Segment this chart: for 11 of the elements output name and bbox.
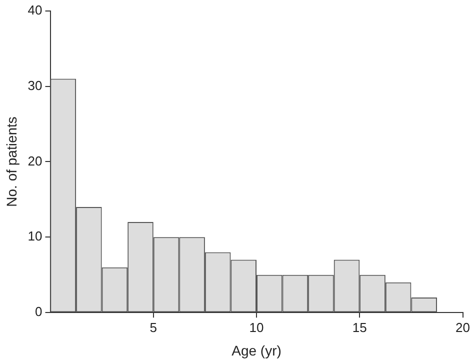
y-tick-label: 30 — [28, 78, 42, 93]
y-tick-label: 40 — [28, 2, 42, 18]
x-axis-title: Age (yr) — [232, 342, 282, 358]
y-tick-label: 0 — [35, 304, 42, 320]
x-tick-label: 5 — [150, 320, 158, 335]
x-tick-label: 15 — [352, 320, 367, 335]
x-tick-label: 10 — [249, 320, 264, 335]
y-tick-label: 10 — [28, 228, 42, 244]
x-tick-label: 20 — [456, 320, 470, 335]
y-axis-title: No. of patients — [3, 116, 20, 207]
y-tick-label: 20 — [28, 153, 42, 168]
